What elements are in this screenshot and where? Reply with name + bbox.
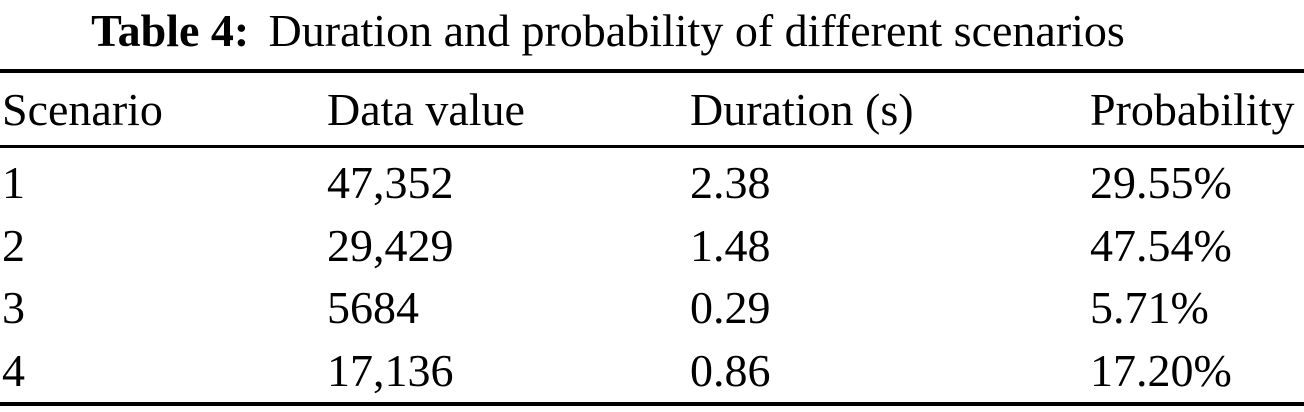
cell-probability: 5.71% (1090, 282, 1209, 334)
table-row: 2 29,429 1.48 47.54% (0, 214, 1304, 277)
column-header-duration: Duration (s) (690, 83, 914, 135)
caption-text: Duration and probability of different sc… (268, 5, 1125, 56)
caption-label: Table 4: (91, 5, 250, 56)
cell-scenario: 2 (2, 219, 25, 271)
table-bottom-rule (0, 402, 1304, 406)
column-header-data-value: Data value (327, 83, 525, 135)
cell-scenario: 1 (2, 156, 25, 208)
table-row: 3 5684 0.29 5.71% (0, 277, 1304, 340)
table-caption: Table 4: Duration and probability of diff… (0, 5, 1304, 58)
cell-duration: 0.29 (690, 282, 771, 334)
cell-probability: 29.55% (1090, 156, 1232, 208)
column-header-probability: Probability (1090, 83, 1295, 135)
cell-data-value: 29,429 (327, 219, 454, 271)
table-row: 4 17,136 0.86 17.20% (0, 339, 1304, 402)
cell-duration: 0.86 (690, 345, 771, 397)
cell-scenario: 4 (2, 345, 25, 397)
table-header-rule (0, 145, 1304, 148)
table-header-row: Scenario Data value Duration (s) Probabi… (0, 73, 1304, 145)
cell-data-value: 17,136 (327, 345, 454, 397)
table-body: 1 47,352 2.38 29.55% 2 29,429 1.48 47.54… (0, 151, 1304, 402)
cell-duration: 1.48 (690, 219, 771, 271)
cell-data-value: 5684 (327, 282, 419, 334)
column-header-scenario: Scenario (2, 83, 163, 135)
cell-probability: 47.54% (1090, 219, 1232, 271)
cell-data-value: 47,352 (327, 156, 454, 208)
table-row: 1 47,352 2.38 29.55% (0, 151, 1304, 214)
cell-scenario: 3 (2, 282, 25, 334)
cell-duration: 2.38 (690, 156, 771, 208)
table-top-rule (0, 69, 1304, 73)
cell-probability: 17.20% (1090, 345, 1232, 397)
